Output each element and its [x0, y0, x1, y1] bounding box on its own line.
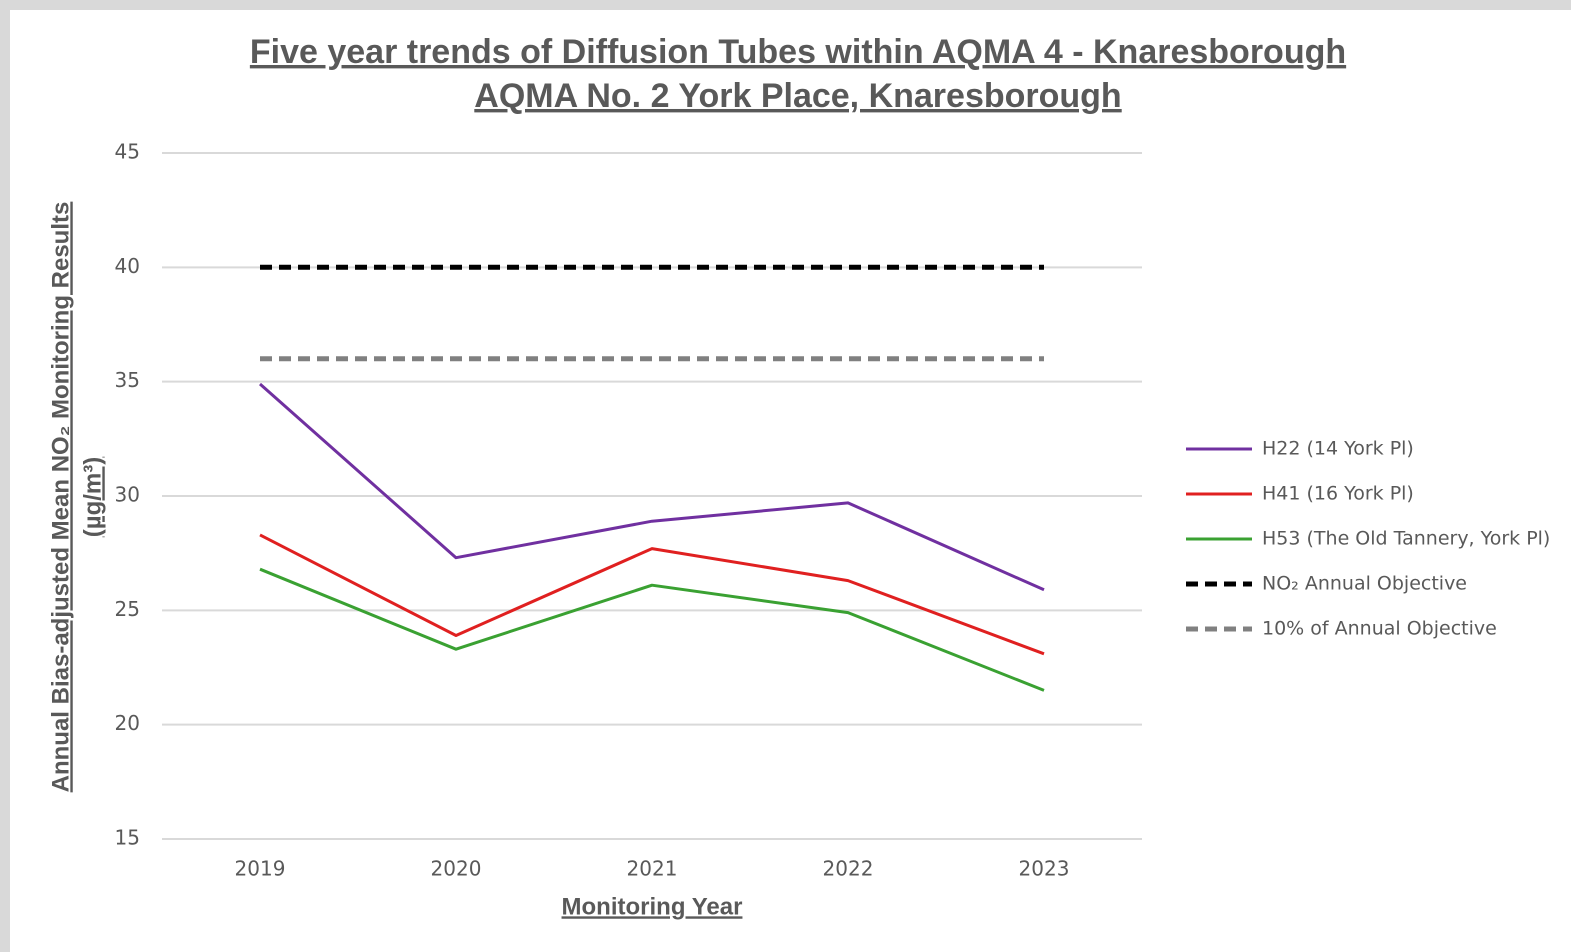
y-tick-label: 45: [115, 140, 140, 164]
y-tick-label: 30: [115, 483, 140, 507]
chart-title: Five year trends of Diffusion Tubes with…: [250, 33, 1346, 71]
y-tick-label: 35: [115, 368, 140, 392]
y-axis-title: (µg/m³): [79, 457, 106, 537]
legend-label: 10% of Annual Objective: [1262, 618, 1497, 640]
chart-area: [10, 10, 1571, 952]
x-tick-label: 2020: [431, 857, 482, 881]
x-tick-label: 2023: [1019, 857, 1070, 881]
x-tick-label: 2021: [627, 857, 678, 881]
x-tick-label: 2022: [823, 857, 874, 881]
legend-label: H53 (The Old Tannery, York Pl): [1262, 528, 1550, 550]
y-axis-title: Annual Bias-adjusted Mean NO₂ Monitoring…: [47, 202, 74, 793]
y-tick-label: 25: [115, 597, 140, 621]
legend-label: NO₂ Annual Objective: [1262, 573, 1467, 595]
y-tick-label: 20: [115, 711, 140, 735]
x-tick-label: 2019: [235, 857, 286, 881]
legend-label: H22 (14 York Pl): [1262, 438, 1414, 460]
series-line: [259, 382, 1045, 592]
chart-subtitle: AQMA No. 2 York Place, Knaresborough: [474, 77, 1121, 115]
x-axis-title: Monitoring Year: [562, 893, 743, 920]
series-line: [259, 533, 1045, 656]
y-tick-label: 40: [115, 254, 140, 278]
legend-label: H41 (16 York Pl): [1262, 483, 1414, 505]
y-tick-label: 15: [115, 826, 140, 850]
series-line: [259, 567, 1045, 692]
